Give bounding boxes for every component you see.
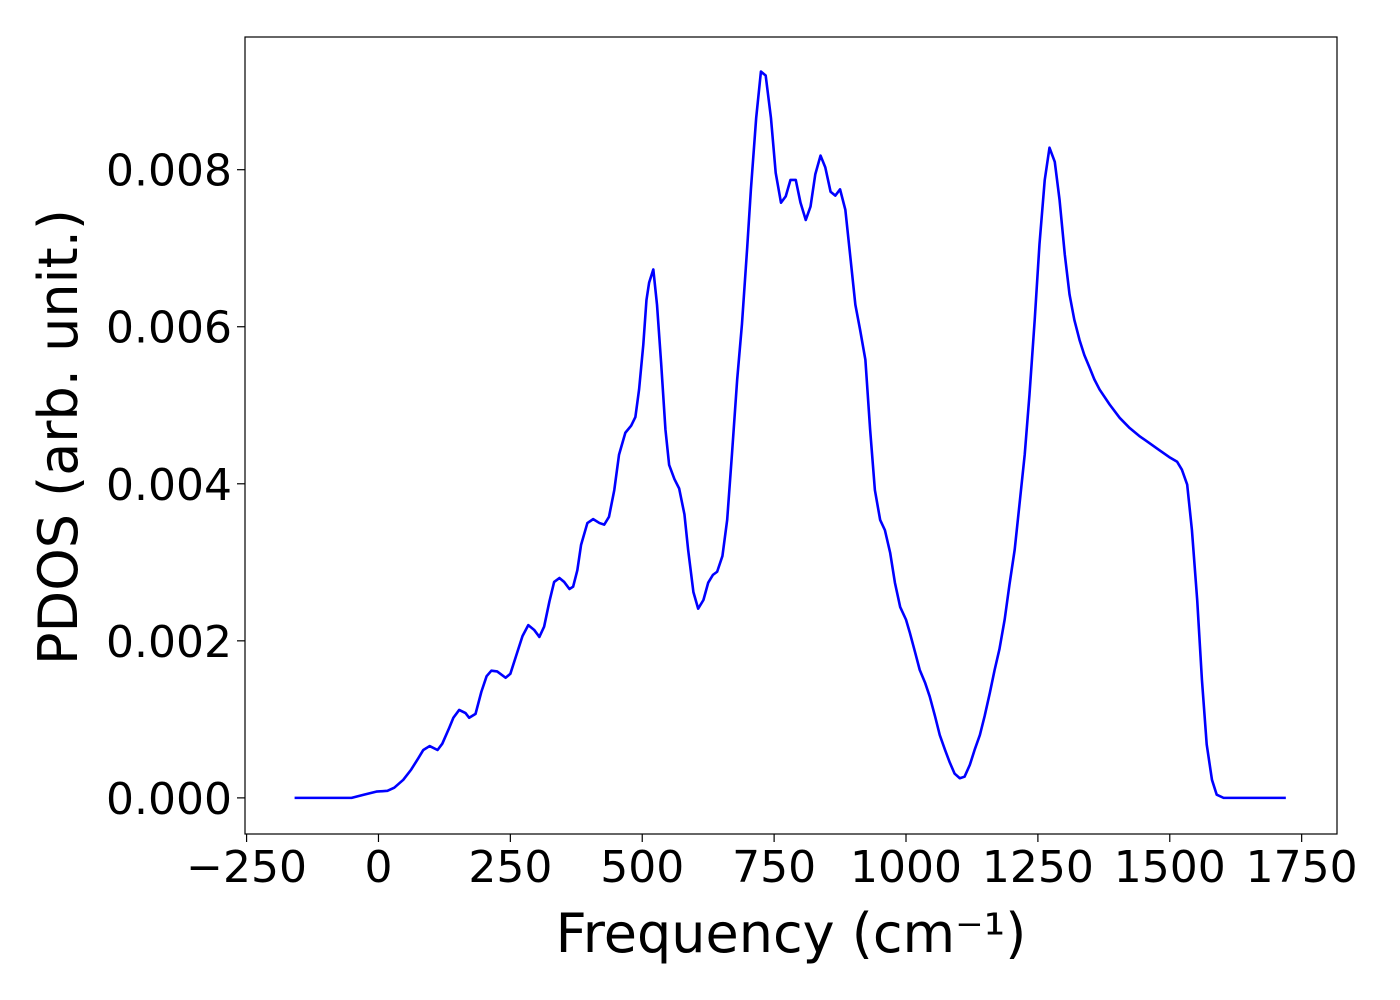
- x-tick-label: −250: [186, 842, 307, 893]
- y-tick-label: 0.008: [106, 146, 232, 197]
- plot-frame: [244, 36, 1338, 835]
- x-tick-label: 0: [364, 842, 392, 893]
- x-tick-label: 1750: [1246, 842, 1358, 893]
- y-tick-label: 0.002: [106, 617, 232, 668]
- x-tick-label: 1000: [850, 842, 962, 893]
- data-line: [294, 70, 1286, 800]
- y-tick-label: 0.006: [106, 303, 232, 354]
- x-tick-label: 1250: [982, 842, 1094, 893]
- x-tick-label: 1500: [1114, 842, 1226, 893]
- x-tick-label: 250: [468, 842, 552, 893]
- y-tick-label: 0.004: [106, 460, 232, 511]
- x-tick-label: 750: [732, 842, 816, 893]
- x-axis-label: Frequency (cm⁻¹): [556, 902, 1027, 965]
- x-tick-label: 500: [600, 842, 684, 893]
- y-axis-label: PDOS (arb. unit.): [27, 209, 90, 665]
- y-tick-label: 0.000: [106, 774, 232, 825]
